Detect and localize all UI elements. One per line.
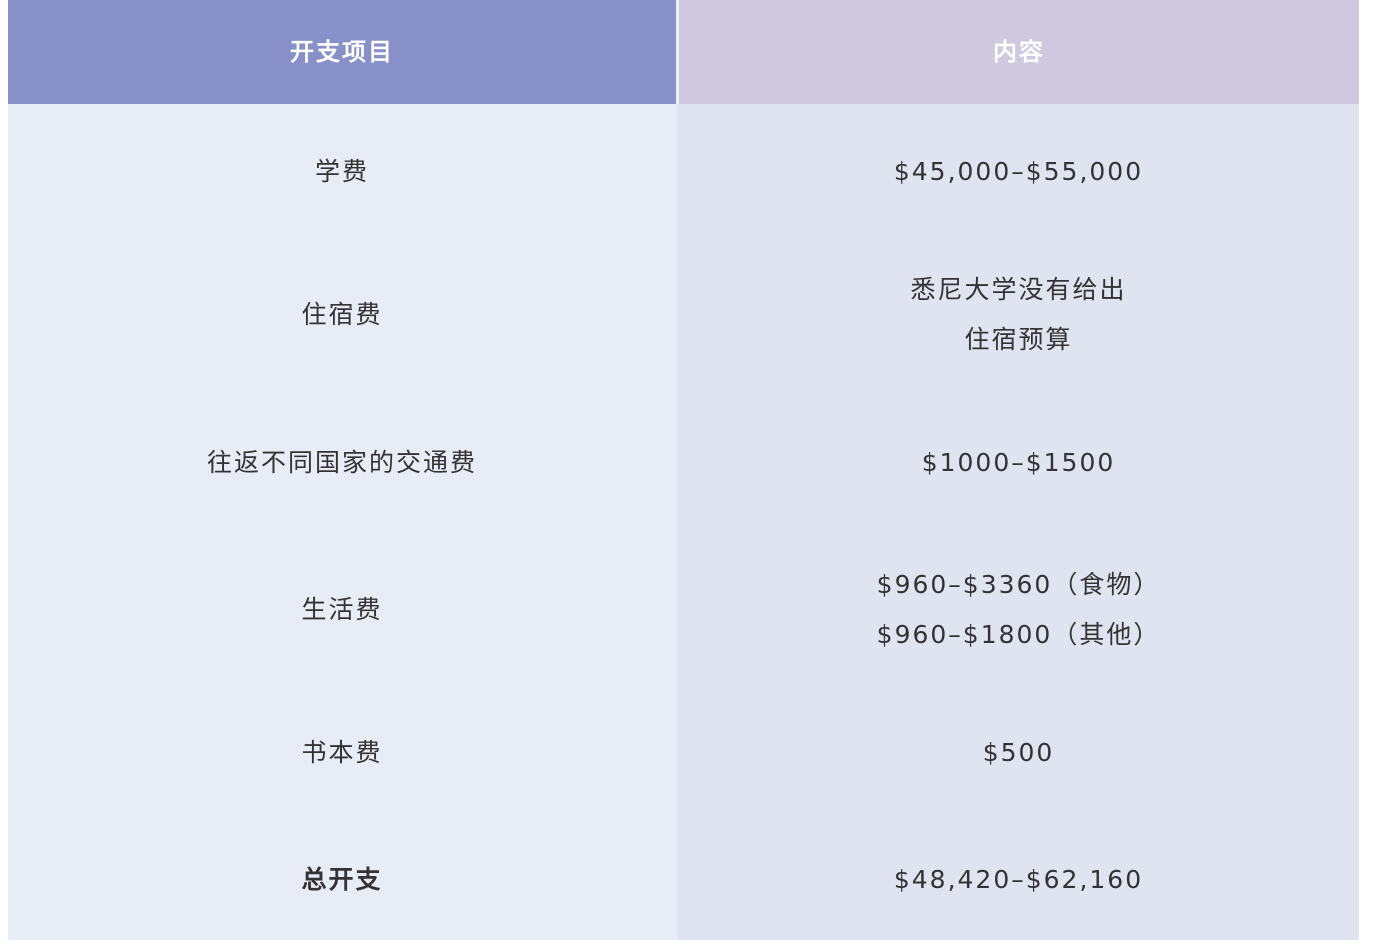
row-item: 住宿费 [8, 240, 676, 390]
content-line: $1000–$1500 [921, 447, 1116, 477]
row-item: 学费 [8, 104, 676, 240]
content-line: $48,420–$62,160 [893, 865, 1144, 894]
content-line: $500 [982, 737, 1055, 767]
content-line: $960–$3360（食物） [876, 570, 1161, 599]
row-content: $45,000–$55,000 [676, 104, 1359, 240]
header-item: 开支项目 [8, 0, 676, 104]
row-item: 往返不同国家的交通费 [8, 390, 676, 535]
content-line: $960–$1800（其他） [876, 620, 1161, 649]
row-item: 生活费 [8, 535, 676, 685]
header-content: 内容 [676, 0, 1359, 104]
row-content: $960–$3360（食物） $960–$1800（其他） [676, 535, 1359, 685]
row-content-total: $48,420–$62,160 [676, 820, 1359, 940]
row-content: $500 [676, 685, 1359, 820]
content-line: 悉尼大学没有给出 [910, 275, 1127, 304]
content-line: $45,000–$55,000 [893, 157, 1144, 186]
expense-table: 开支项目 内容 学费 $45,000–$55,000 住宿费 悉尼大学没有给出住… [8, 0, 1359, 940]
row-content: 悉尼大学没有给出 住宿预算 [676, 240, 1359, 390]
content-line: 住宿预算 [964, 325, 1073, 354]
row-content: $1000–$1500 [676, 390, 1359, 535]
row-item-total: 总开支 [8, 820, 676, 940]
row-item: 书本费 [8, 685, 676, 820]
